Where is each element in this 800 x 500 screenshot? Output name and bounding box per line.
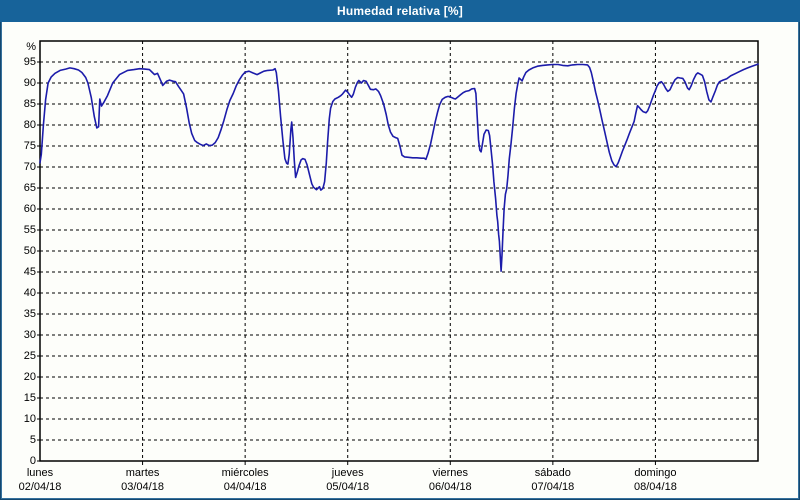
plot-border bbox=[39, 40, 759, 462]
y-tick-label: 65 bbox=[23, 182, 36, 194]
y-tick-label: 50 bbox=[23, 245, 36, 257]
y-tick-label: 60 bbox=[23, 203, 36, 215]
y-tick-label: 35 bbox=[23, 308, 36, 320]
y-tick-label: 25 bbox=[23, 350, 36, 362]
chart-panel: 0 5 10 15 20 25 30 35 40 45 50 55 60 65 70 75 80 85 90 95% l… bbox=[2, 22, 798, 498]
chart-title: Humedad relativa [%] bbox=[336, 4, 464, 18]
y-tick-label: 55 bbox=[23, 224, 36, 236]
y-tick-label: 40 bbox=[23, 287, 36, 299]
x-day-label: viernes bbox=[432, 467, 469, 479]
x-day-label: domingo bbox=[634, 467, 677, 479]
y-tick-label: 45 bbox=[23, 266, 36, 278]
x-day-label: jueves bbox=[331, 467, 364, 479]
x-date-label: 06/04/18 bbox=[428, 481, 472, 493]
y-tick-label: 90 bbox=[23, 77, 36, 89]
y-tick-label: 0 bbox=[29, 455, 36, 467]
y-tick-label: 30 bbox=[23, 329, 36, 341]
y-tick-label: 80 bbox=[23, 119, 36, 131]
y-tick-label: 15 bbox=[23, 392, 36, 404]
x-day-label: sábado bbox=[534, 467, 571, 479]
y-tick-label: 85 bbox=[23, 98, 36, 110]
x-day-label: lunes bbox=[26, 467, 54, 479]
y-tick-label: 10 bbox=[23, 413, 36, 425]
x-date-label: 03/04/18 bbox=[121, 481, 164, 493]
y-tick-label: 75 bbox=[23, 140, 36, 152]
title-bar: Humedad relativa [%] bbox=[0, 0, 800, 22]
x-date-label: 02/04/18 bbox=[18, 481, 62, 493]
y-axis-unit-label: % bbox=[26, 41, 36, 53]
x-date-label: 05/04/18 bbox=[326, 481, 370, 493]
x-day-label: miércoles bbox=[221, 467, 269, 479]
y-tick-label: 70 bbox=[23, 161, 36, 173]
x-date-label: 08/04/18 bbox=[634, 481, 677, 493]
x-date-label: 04/04/18 bbox=[223, 481, 267, 493]
x-date-label: 07/04/18 bbox=[531, 481, 575, 493]
humidity-series-line bbox=[39, 63, 759, 273]
y-tick-label: 5 bbox=[29, 434, 36, 446]
x-day-label: martes bbox=[125, 467, 160, 479]
y-tick-label: 95 bbox=[23, 56, 36, 68]
y-tick-label: 20 bbox=[23, 371, 36, 383]
